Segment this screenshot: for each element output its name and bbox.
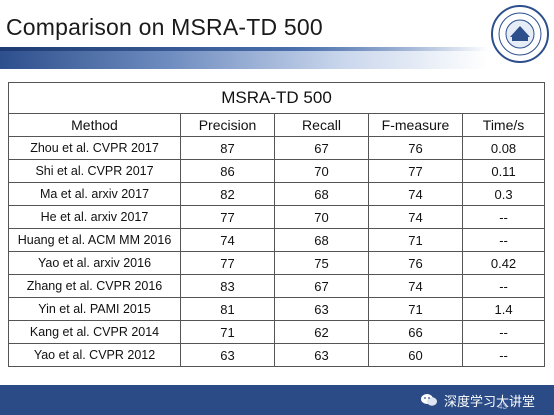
column-header: Method bbox=[8, 113, 181, 137]
method-cell: Zhou et al. CVPR 2017 bbox=[8, 136, 181, 160]
value-cell: 63 bbox=[180, 343, 275, 367]
value-cell: 68 bbox=[274, 182, 369, 206]
column-header: Recall bbox=[274, 113, 369, 137]
value-cell: 74 bbox=[180, 228, 275, 252]
table-row: Yao et al. arxiv 2016 77 75 76 0.42 bbox=[8, 251, 546, 275]
method-cell: Yao et al. arxiv 2016 bbox=[8, 251, 181, 275]
value-cell: -- bbox=[461, 228, 546, 252]
value-cell: 1.4 bbox=[461, 297, 546, 321]
value-cell: 71 bbox=[368, 228, 463, 252]
table-row: Shi et al. CVPR 2017 86 70 77 0.11 bbox=[8, 159, 546, 183]
value-cell: -- bbox=[461, 320, 546, 344]
value-cell: 86 bbox=[180, 159, 275, 183]
value-cell: 66 bbox=[368, 320, 463, 344]
value-cell: 77 bbox=[180, 251, 275, 275]
table-row: Yin et al. PAMI 2015 81 63 71 1.4 bbox=[8, 297, 546, 321]
value-cell: 77 bbox=[368, 159, 463, 183]
method-cell: Shi et al. CVPR 2017 bbox=[8, 159, 181, 183]
method-cell: Ma et al. arxiv 2017 bbox=[8, 182, 181, 206]
university-seal-icon bbox=[491, 5, 549, 63]
value-cell: 67 bbox=[274, 136, 369, 160]
table-caption: MSRA-TD 500 bbox=[7, 82, 546, 114]
watermark: 深度学习大讲堂 bbox=[420, 389, 535, 411]
table-row: Kang et al. CVPR 2014 71 62 66 -- bbox=[8, 320, 546, 344]
value-cell: 63 bbox=[274, 297, 369, 321]
value-cell: 82 bbox=[180, 182, 275, 206]
value-cell: 70 bbox=[274, 205, 369, 229]
method-cell: Yao et al. CVPR 2012 bbox=[8, 343, 181, 367]
value-cell: 67 bbox=[274, 274, 369, 298]
value-cell: 0.3 bbox=[461, 182, 546, 206]
method-cell: He et al. arxiv 2017 bbox=[8, 205, 181, 229]
table-row: Zhou et al. CVPR 2017 87 67 76 0.08 bbox=[8, 136, 546, 160]
slide-title: Comparison on MSRA-TD 500 bbox=[6, 14, 323, 40]
watermark-text: 深度学习大讲堂 bbox=[444, 393, 536, 409]
value-cell: 76 bbox=[368, 251, 463, 275]
table-row: He et al. arxiv 2017 77 70 74 -- bbox=[8, 205, 546, 229]
value-cell: 63 bbox=[274, 343, 369, 367]
value-cell: 83 bbox=[180, 274, 275, 298]
value-cell: 71 bbox=[180, 320, 275, 344]
value-cell: 74 bbox=[368, 182, 463, 206]
wechat-icon bbox=[421, 394, 437, 406]
method-cell: Zhang et al. CVPR 2016 bbox=[8, 274, 181, 298]
method-cell: Huang et al. ACM MM 2016 bbox=[8, 228, 181, 252]
table-body: Zhou et al. CVPR 2017 87 67 76 0.08 Shi et al… bbox=[8, 136, 546, 367]
value-cell: -- bbox=[461, 343, 546, 367]
column-header: Time/s bbox=[461, 113, 546, 137]
value-cell: 68 bbox=[274, 228, 369, 252]
title-underline-accent bbox=[0, 47, 488, 51]
value-cell: 0.11 bbox=[461, 159, 546, 183]
value-cell: 62 bbox=[274, 320, 369, 344]
value-cell: 74 bbox=[368, 205, 463, 229]
value-cell: 71 bbox=[368, 297, 463, 321]
column-header: Precision bbox=[180, 113, 275, 137]
value-cell: 75 bbox=[274, 251, 369, 275]
value-cell: 87 bbox=[180, 136, 275, 160]
value-cell: 81 bbox=[180, 297, 275, 321]
value-cell: 76 bbox=[368, 136, 463, 160]
table-header-row: Method Precision Recall F-measure Time/s bbox=[8, 113, 546, 137]
value-cell: 0.42 bbox=[461, 251, 546, 275]
bottom-bar bbox=[0, 385, 554, 415]
page-number: 43 bbox=[498, 402, 507, 411]
value-cell: -- bbox=[461, 274, 546, 298]
method-cell: Kang et al. CVPR 2014 bbox=[8, 320, 181, 344]
table-row: Zhang et al. CVPR 2016 83 67 74 -- bbox=[8, 274, 546, 298]
results-table: MSRA-TD 500 Method Precision Recall F-me… bbox=[7, 82, 546, 367]
value-cell: 70 bbox=[274, 159, 369, 183]
table-row: Ma et al. arxiv 2017 82 68 74 0.3 bbox=[8, 182, 546, 206]
value-cell: 0.08 bbox=[461, 136, 546, 160]
method-cell: Yin et al. PAMI 2015 bbox=[8, 297, 181, 321]
value-cell: 60 bbox=[368, 343, 463, 367]
column-header: F-measure bbox=[368, 113, 463, 137]
value-cell: 74 bbox=[368, 274, 463, 298]
table-row: Yao et al. CVPR 2012 63 63 60 -- bbox=[8, 343, 546, 367]
title-underline-bar bbox=[0, 47, 488, 69]
value-cell: -- bbox=[461, 205, 546, 229]
value-cell: 77 bbox=[180, 205, 275, 229]
results-table-container: MSRA-TD 500 Method Precision Recall F-me… bbox=[7, 82, 546, 367]
table-row: Huang et al. ACM MM 2016 74 68 71 -- bbox=[8, 228, 546, 252]
